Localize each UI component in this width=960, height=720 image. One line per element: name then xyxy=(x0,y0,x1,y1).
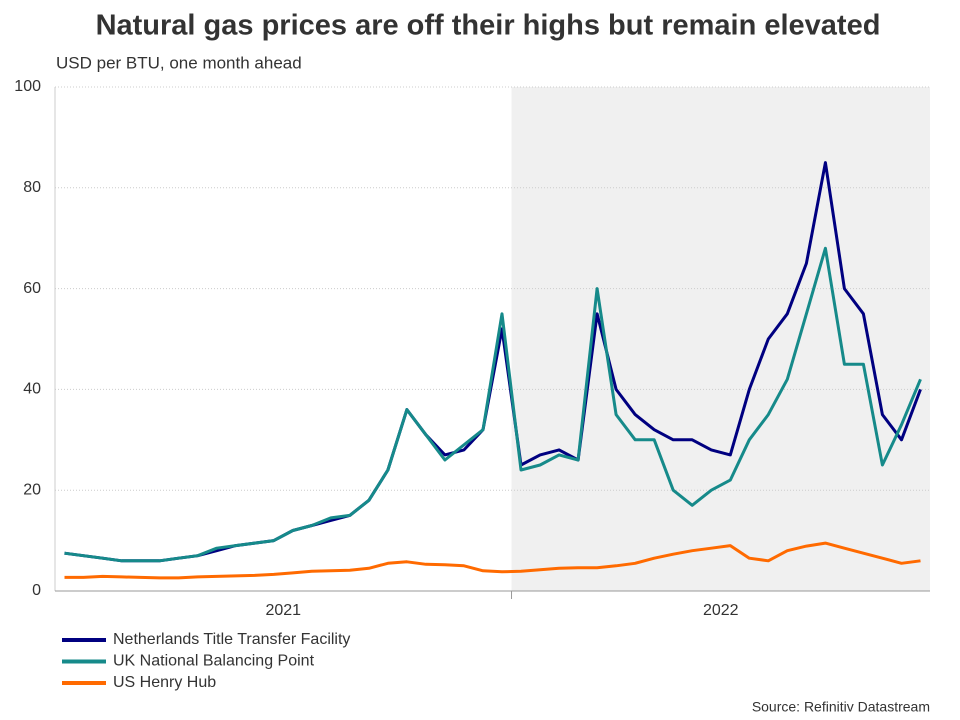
y-tick-label: 60 xyxy=(23,280,41,297)
y-tick-label: 40 xyxy=(23,381,41,398)
data-line xyxy=(64,246,922,563)
legend-label: UK National Balancing Point xyxy=(113,653,315,670)
x-tick-label: 2022 xyxy=(703,602,739,619)
shaded-period xyxy=(511,87,930,591)
chart-title: Natural gas prices are off their highs b… xyxy=(96,10,881,42)
chart-subtitle: USD per BTU, one month ahead xyxy=(56,53,302,72)
y-tick-label: 20 xyxy=(23,481,41,498)
y-tick-label: 80 xyxy=(23,179,41,196)
y-tick-label: 0 xyxy=(32,582,41,599)
data-line xyxy=(64,541,921,580)
y-tick-label: 100 xyxy=(14,78,41,95)
legend-label: Netherlands Title Transfer Facility xyxy=(113,631,350,648)
legend-label: US Henry Hub xyxy=(113,674,216,691)
source-note: Source: Refinitiv Datastream xyxy=(752,699,930,715)
x-tick-label: 2021 xyxy=(265,602,301,619)
